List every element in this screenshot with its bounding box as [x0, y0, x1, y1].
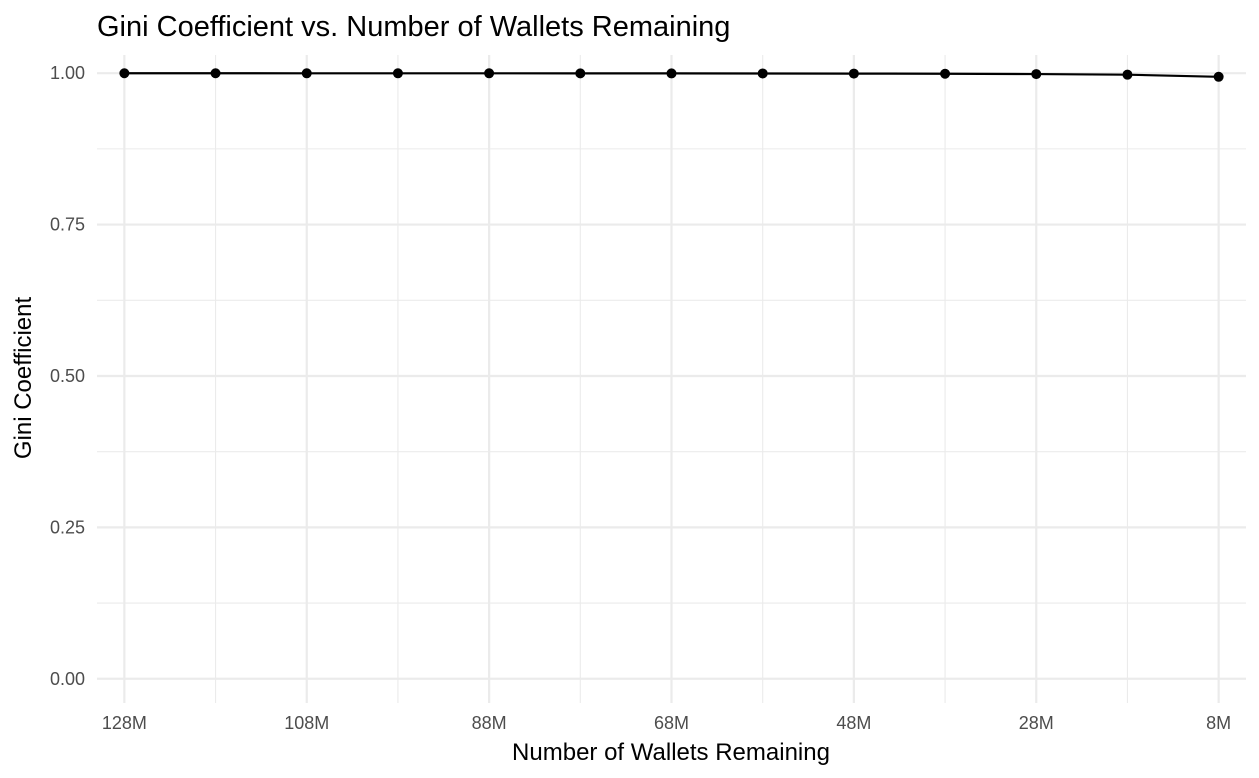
x-tick-label: 128M — [102, 713, 147, 733]
data-point — [666, 68, 677, 79]
y-tick-label: 1.00 — [50, 63, 85, 83]
x-tick-label: 68M — [654, 713, 689, 733]
data-point — [392, 68, 403, 79]
y-tick-label: 0.00 — [50, 669, 85, 689]
x-tick-label: 28M — [1019, 713, 1054, 733]
x-tick-label: 108M — [284, 713, 329, 733]
data-point — [301, 68, 312, 79]
x-tick-label: 88M — [472, 713, 507, 733]
y-tick-label: 0.75 — [50, 215, 85, 235]
x-axis-tick-labels: 128M 108M 88M 68M 48M 28M 8M — [102, 713, 1231, 733]
y-axis-title: Gini Coefficient — [10, 297, 37, 460]
chart-title: Gini Coefficient vs. Number of Wallets R… — [97, 11, 730, 43]
series-layer — [119, 68, 1224, 82]
data-point — [757, 68, 768, 79]
data-point — [1031, 69, 1042, 80]
data-point — [848, 68, 859, 79]
y-tick-label: 0.25 — [50, 517, 85, 537]
data-point — [210, 68, 221, 79]
data-point — [119, 68, 130, 79]
data-point — [1122, 69, 1133, 80]
y-axis-tick-labels: 0.00 0.25 0.50 0.75 1.00 — [50, 63, 85, 689]
x-axis-title: Number of Wallets Remaining — [512, 739, 830, 766]
x-tick-label: 8M — [1206, 713, 1231, 733]
data-point — [575, 68, 586, 79]
x-tick-label: 48M — [836, 713, 871, 733]
data-point — [1213, 71, 1224, 82]
data-point — [940, 68, 951, 79]
y-tick-label: 0.50 — [50, 366, 85, 386]
data-point — [484, 68, 495, 79]
